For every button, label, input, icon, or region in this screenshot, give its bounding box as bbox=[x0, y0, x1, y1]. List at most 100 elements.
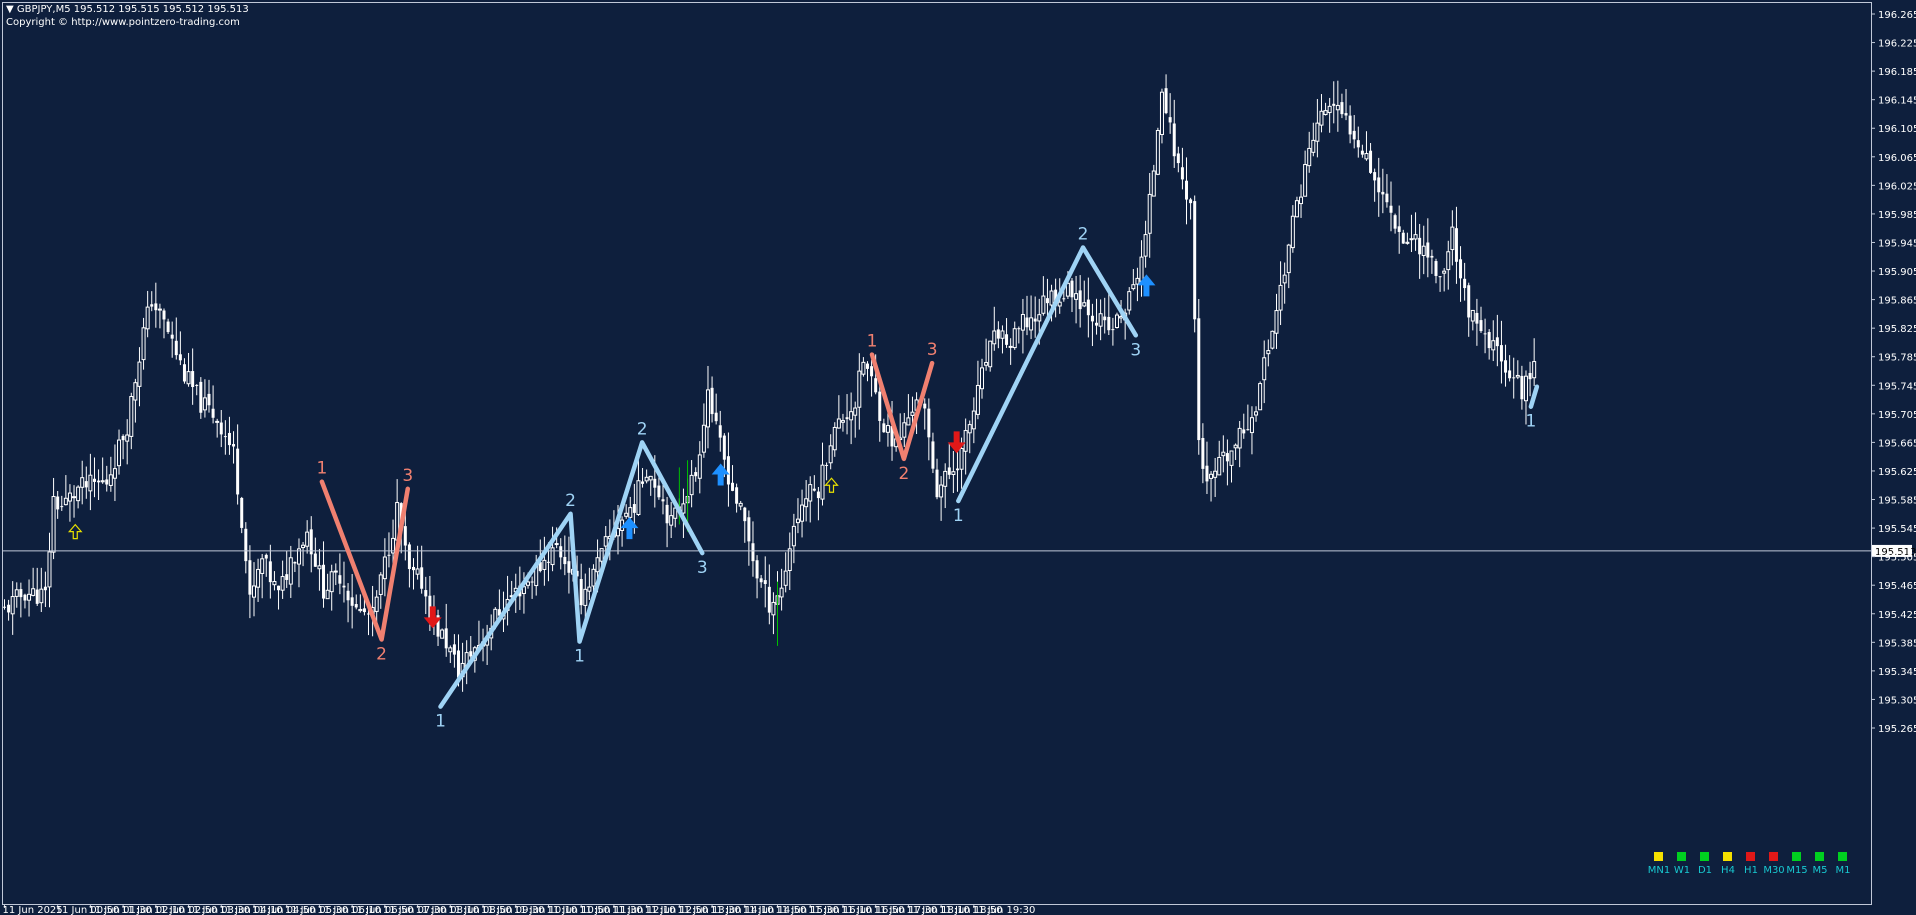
candle-body bbox=[971, 410, 976, 430]
price-tick-label: 196.065 bbox=[1878, 153, 1916, 164]
candle-body bbox=[346, 590, 350, 601]
candle-body bbox=[166, 321, 170, 333]
wave-point-label: 3 bbox=[402, 466, 413, 486]
candle-body bbox=[1315, 122, 1320, 142]
candle-body bbox=[563, 556, 567, 565]
candle-body bbox=[1290, 215, 1295, 249]
sell-arrow-icon bbox=[947, 431, 966, 454]
time-tick-label: 11 Jun 14:10 bbox=[710, 905, 774, 915]
candle-body bbox=[800, 504, 805, 522]
candle-body bbox=[923, 403, 927, 409]
price-tick-label: 196.185 bbox=[1878, 67, 1916, 78]
candle-body bbox=[1360, 150, 1364, 155]
candle-body bbox=[317, 565, 322, 570]
candle-body bbox=[1237, 427, 1242, 449]
price-tick-label: 195.625 bbox=[1878, 467, 1916, 478]
current-price-label: 195.513 bbox=[1875, 547, 1916, 558]
wave-point-label: 2 bbox=[565, 491, 576, 511]
candle-body bbox=[174, 340, 178, 356]
candle-body bbox=[125, 434, 130, 442]
candle-body bbox=[260, 558, 265, 574]
candle-body bbox=[783, 570, 788, 586]
candle-body bbox=[1508, 370, 1512, 379]
candle-body bbox=[1442, 270, 1447, 274]
candle-body bbox=[436, 615, 440, 637]
candle-body bbox=[694, 472, 698, 477]
tf-label-m1: M1 bbox=[1836, 865, 1851, 876]
candle-body bbox=[1499, 345, 1503, 362]
candle-body bbox=[1209, 473, 1214, 479]
candle-body bbox=[1221, 451, 1226, 457]
candle-body bbox=[542, 559, 547, 570]
candle-body bbox=[1266, 350, 1271, 355]
candle-body bbox=[1294, 200, 1299, 218]
price-tick-label: 196.105 bbox=[1878, 124, 1916, 135]
candle-body bbox=[305, 531, 310, 547]
candle-body bbox=[890, 425, 894, 447]
time-tick-label: 11 Jun 16:50 bbox=[841, 905, 905, 915]
candle-body bbox=[362, 608, 366, 613]
candle-body bbox=[1274, 310, 1279, 334]
candle-body bbox=[791, 525, 796, 547]
candle-body bbox=[424, 590, 428, 597]
candle-body bbox=[840, 420, 845, 423]
candle-body bbox=[681, 503, 686, 514]
candle-body bbox=[910, 411, 915, 416]
candle-body bbox=[1463, 278, 1467, 289]
candle-body bbox=[1405, 241, 1410, 244]
price-tick-label: 195.785 bbox=[1878, 353, 1916, 364]
time-tick-label: 11 Jun 03:30 bbox=[187, 905, 251, 915]
candle-body bbox=[865, 363, 869, 369]
candle-body bbox=[1393, 215, 1397, 229]
candle-body bbox=[244, 528, 248, 562]
candle-body bbox=[1201, 438, 1205, 469]
candle-body bbox=[1344, 113, 1348, 116]
candle-body bbox=[27, 593, 32, 601]
chevron-down-icon[interactable]: ▼ bbox=[6, 4, 14, 15]
candle-body bbox=[1528, 372, 1532, 380]
candle-body bbox=[731, 482, 735, 491]
candle-body bbox=[808, 484, 813, 502]
time-tick-label: 11 Jun 10:10 bbox=[514, 905, 578, 915]
candle-body bbox=[76, 486, 81, 502]
candle-body bbox=[129, 396, 134, 437]
wave-point-label: 3 bbox=[927, 340, 938, 360]
candle-body bbox=[1475, 312, 1479, 324]
candle-body bbox=[325, 589, 330, 600]
candle-body bbox=[1258, 383, 1263, 411]
price-tick-label: 196.025 bbox=[1878, 181, 1916, 192]
candle-body bbox=[787, 548, 792, 572]
wave-point-label: 3 bbox=[1130, 340, 1141, 360]
candle-body bbox=[199, 381, 203, 413]
candle-body bbox=[1483, 333, 1487, 335]
candle-body bbox=[1095, 322, 1099, 326]
candle-body bbox=[1205, 465, 1209, 482]
candle-body bbox=[984, 362, 989, 366]
candle-body bbox=[853, 407, 858, 416]
candle-body bbox=[207, 393, 211, 406]
candle-body bbox=[211, 408, 215, 418]
candle-body bbox=[121, 435, 125, 441]
candle-body bbox=[186, 371, 191, 385]
bull-wave-line bbox=[438, 440, 705, 709]
wave-point-label: 1 bbox=[953, 506, 964, 526]
candle-body bbox=[992, 330, 997, 345]
candle-body bbox=[1413, 234, 1418, 240]
symbol-info: ▼ GBPJPY,M5 195.512 195.515 195.512 195.… bbox=[6, 4, 249, 15]
candle-body bbox=[738, 502, 743, 507]
candle-body bbox=[828, 445, 833, 464]
candle-body bbox=[1491, 340, 1496, 351]
tf-status-w1 bbox=[1677, 852, 1686, 861]
candle-body bbox=[1332, 103, 1336, 106]
price-tick-label: 196.265 bbox=[1878, 10, 1916, 21]
candle-body bbox=[1131, 284, 1136, 290]
candle-body bbox=[1213, 470, 1218, 478]
waves-layer: 1 2 3 1 2 1 2 3 1 2 3 1 2 3 1 bbox=[316, 224, 1540, 732]
candle-body bbox=[191, 371, 195, 388]
bear-wave-line bbox=[319, 479, 411, 642]
candle-body bbox=[935, 469, 939, 498]
candle-body bbox=[1057, 301, 1062, 307]
candle-body bbox=[1434, 261, 1438, 276]
